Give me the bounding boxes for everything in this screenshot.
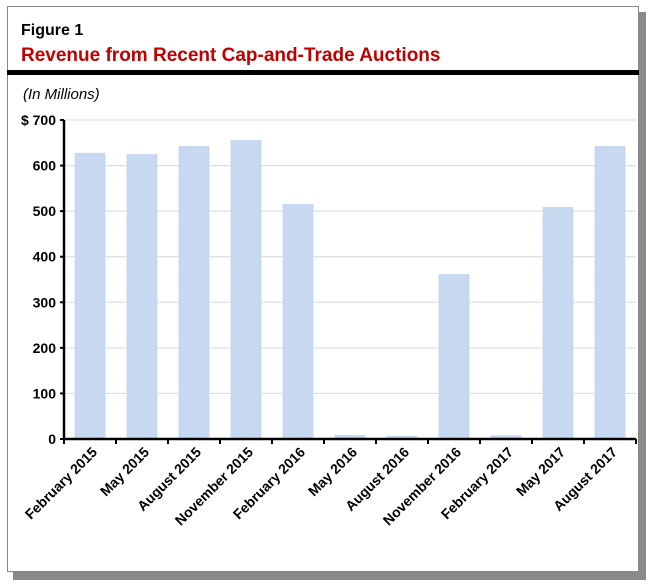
x-tick-label: May 2017 <box>513 444 568 499</box>
bar <box>74 152 106 439</box>
y-tick-label: 0 <box>48 431 56 447</box>
x-tick-label: May 2016 <box>305 444 360 499</box>
bar <box>438 274 470 439</box>
y-tick-label: 200 <box>33 340 57 356</box>
x-tick-label: May 2015 <box>97 444 152 499</box>
y-tick-label: 300 <box>33 294 57 310</box>
y-tick-label: 100 <box>33 385 57 401</box>
bar <box>230 140 262 439</box>
bar <box>178 145 210 439</box>
bar <box>490 435 522 439</box>
bar <box>126 154 158 439</box>
bar <box>594 145 626 439</box>
y-tick-label: $ 700 <box>21 112 56 128</box>
y-tick-label: 500 <box>33 203 57 219</box>
y-tick-label: 400 <box>33 249 57 265</box>
bar <box>334 434 366 439</box>
bar <box>542 207 574 439</box>
y-axis-units: (In Millions) <box>23 86 100 103</box>
bar <box>386 435 418 439</box>
x-tick-label: February 2015 <box>22 444 101 523</box>
y-tick-label: 600 <box>33 158 57 174</box>
bar <box>282 203 314 439</box>
chart-title: Revenue from Recent Cap-and-Trade Auctio… <box>21 45 441 66</box>
figure-label: Figure 1 <box>21 22 84 39</box>
title-rule <box>7 70 639 75</box>
figure-frame <box>7 6 639 572</box>
